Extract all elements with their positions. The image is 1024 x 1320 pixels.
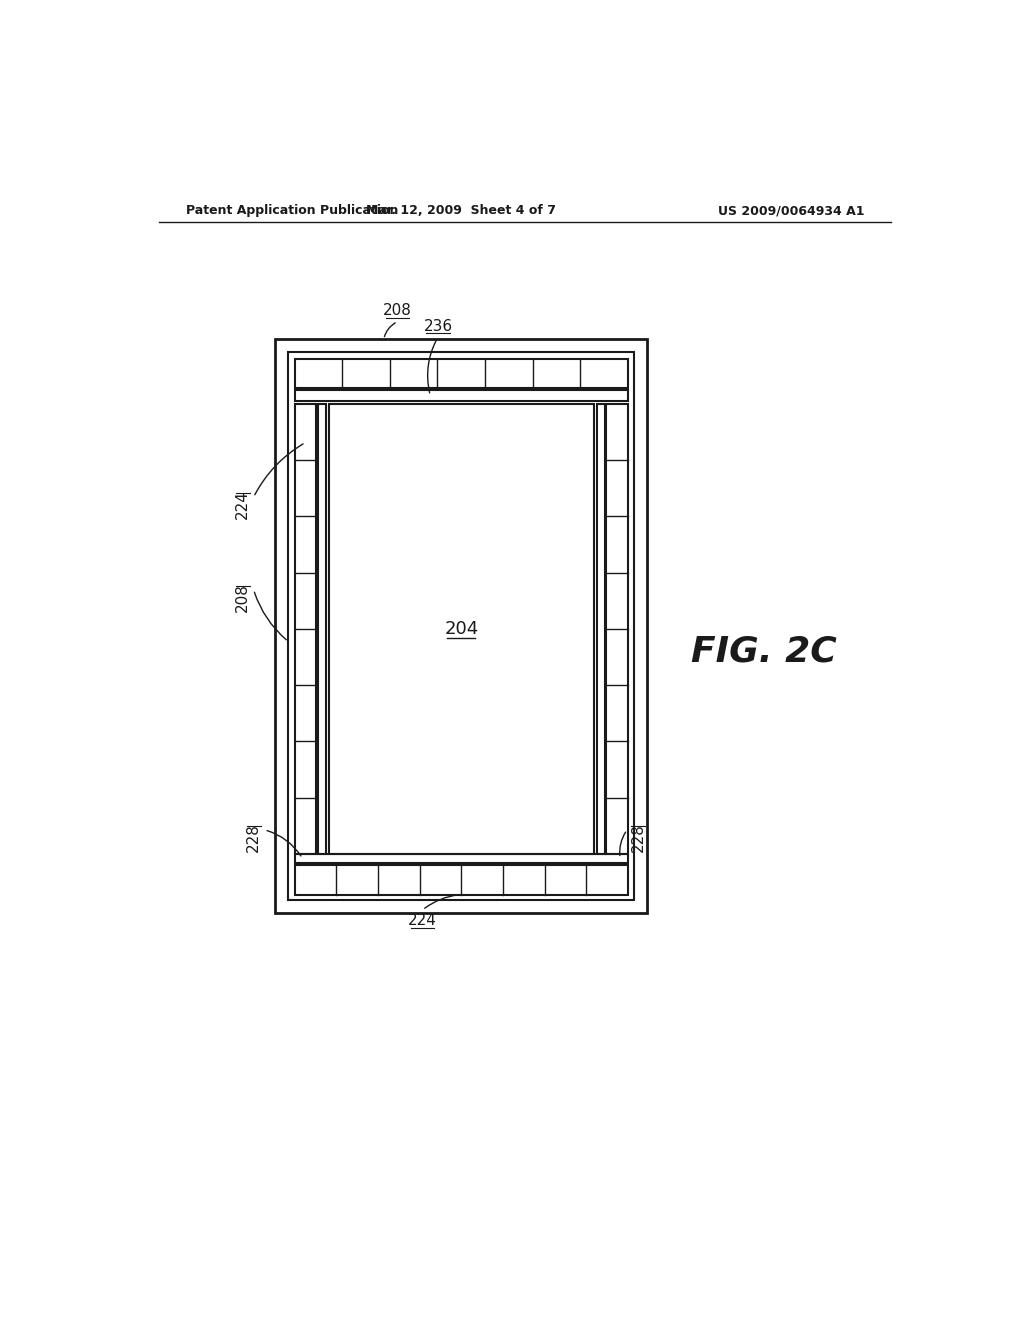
Text: 228: 228 xyxy=(631,824,645,851)
Text: 208: 208 xyxy=(236,583,250,611)
Bar xyxy=(329,404,594,854)
Text: FIG. 2C: FIG. 2C xyxy=(690,634,837,668)
Text: Patent Application Publication: Patent Application Publication xyxy=(186,205,398,218)
Bar xyxy=(606,404,628,854)
Bar xyxy=(275,339,647,913)
Text: 224: 224 xyxy=(408,913,437,928)
Text: 228: 228 xyxy=(246,824,261,851)
Text: 236: 236 xyxy=(424,318,453,334)
Bar xyxy=(317,404,326,854)
Bar xyxy=(289,352,634,900)
Text: US 2009/0064934 A1: US 2009/0064934 A1 xyxy=(718,205,864,218)
Bar xyxy=(295,404,316,854)
Bar xyxy=(295,866,628,895)
Text: Mar. 12, 2009  Sheet 4 of 7: Mar. 12, 2009 Sheet 4 of 7 xyxy=(367,205,556,218)
Bar xyxy=(295,359,628,388)
Bar xyxy=(295,854,628,863)
Text: 224: 224 xyxy=(236,491,250,519)
Bar xyxy=(597,404,604,854)
Bar xyxy=(295,391,628,401)
Text: 204: 204 xyxy=(444,620,478,638)
Text: 208: 208 xyxy=(383,304,412,318)
